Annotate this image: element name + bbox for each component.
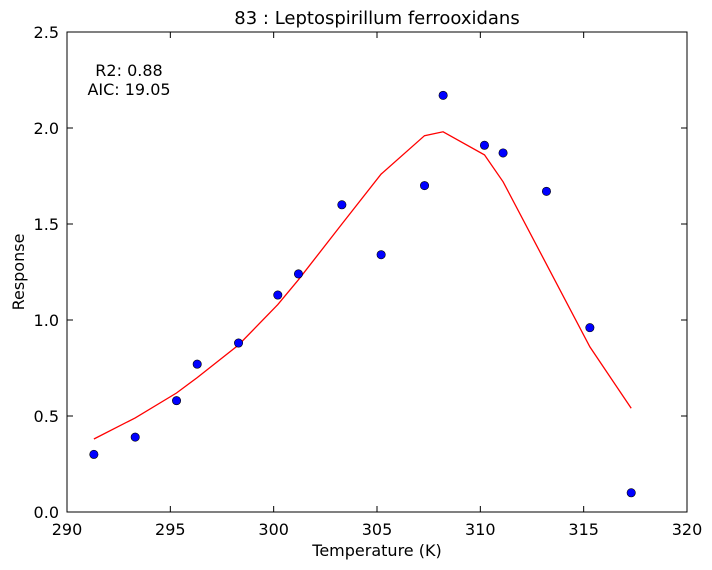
- x-tick-label: 315: [568, 520, 599, 539]
- data-point: [626, 488, 636, 498]
- data-point: [498, 148, 508, 158]
- data-point: [192, 359, 202, 369]
- data-point: [479, 140, 489, 150]
- x-tick-label: 320: [672, 520, 703, 539]
- y-tick-label: 0.5: [34, 407, 59, 426]
- annotation-aic: AIC: 19.05: [87, 80, 170, 99]
- data-point: [172, 396, 182, 406]
- y-tick-label: 2.0: [34, 119, 59, 138]
- data-point: [376, 250, 386, 260]
- y-tick-label: 1.5: [34, 215, 59, 234]
- x-tick-label: 310: [465, 520, 496, 539]
- chart-title: 83 : Leptospirillum ferrooxidans: [234, 8, 519, 29]
- x-tick-label: 305: [362, 520, 393, 539]
- data-point: [337, 200, 347, 210]
- x-tick-label: 290: [52, 520, 83, 539]
- y-axis-label: Response: [9, 234, 28, 311]
- y-tick-label: 0.0: [34, 503, 59, 522]
- data-point: [585, 323, 595, 333]
- data-point: [89, 449, 99, 459]
- y-tick-label: 1.0: [34, 311, 59, 330]
- annotation-r2: R2: 0.88: [95, 61, 162, 80]
- data-point: [541, 186, 551, 196]
- x-tick-label: 295: [155, 520, 186, 539]
- data-point: [130, 432, 140, 442]
- x-tick-label: 300: [258, 520, 289, 539]
- y-tick-label: 2.5: [34, 23, 59, 42]
- data-point: [438, 90, 448, 100]
- data-point: [273, 290, 283, 300]
- data-point: [420, 181, 430, 191]
- axes: 290 295 300 305 310 315 320 0.0 0.5 1.0 1.5 2.0 2.5: [34, 23, 703, 539]
- x-axis-label: Temperature (K): [311, 541, 441, 560]
- plot-area: [89, 90, 636, 498]
- data-point: [234, 338, 244, 348]
- data-point: [293, 269, 303, 279]
- fit-line: [93, 131, 632, 440]
